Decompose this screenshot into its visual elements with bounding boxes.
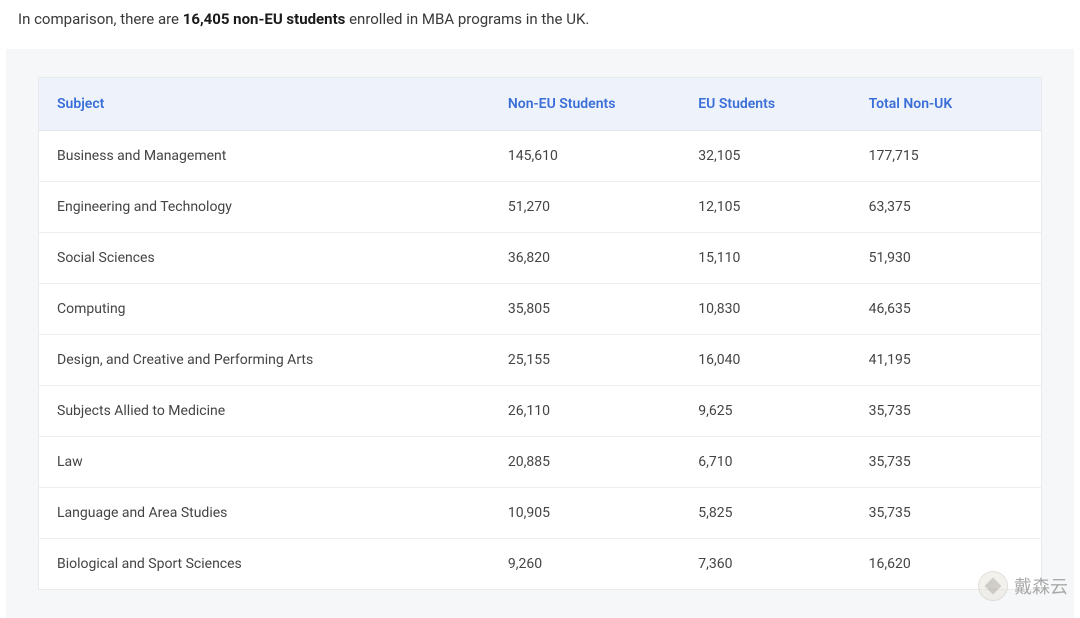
table-row: Subjects Allied to Medicine 26,110 9,625… — [39, 385, 1041, 436]
cell-total: 46,635 — [851, 283, 1041, 334]
students-table: Subject Non-EU Students EU Students Tota… — [39, 78, 1041, 589]
table-row: Law 20,885 6,710 35,735 — [39, 436, 1041, 487]
cell-eu: 12,105 — [680, 181, 850, 232]
table-wrapper: Subject Non-EU Students EU Students Tota… — [6, 49, 1074, 618]
cell-subject: Language and Area Studies — [39, 487, 490, 538]
col-header-noneu: Non-EU Students — [490, 78, 680, 131]
cell-eu: 5,825 — [680, 487, 850, 538]
table-card: Subject Non-EU Students EU Students Tota… — [38, 77, 1042, 590]
cell-total: 35,735 — [851, 436, 1041, 487]
intro-paragraph: In comparison, there are 16,405 non-EU s… — [0, 0, 1080, 49]
cell-total: 63,375 — [851, 181, 1041, 232]
cell-eu: 10,830 — [680, 283, 850, 334]
table-row: Engineering and Technology 51,270 12,105… — [39, 181, 1041, 232]
table-row: Language and Area Studies 10,905 5,825 3… — [39, 487, 1041, 538]
cell-noneu: 20,885 — [490, 436, 680, 487]
cell-noneu: 9,260 — [490, 538, 680, 589]
table-header-row: Subject Non-EU Students EU Students Tota… — [39, 78, 1041, 131]
cell-subject: Business and Management — [39, 130, 490, 181]
cell-noneu: 145,610 — [490, 130, 680, 181]
cell-subject: Biological and Sport Sciences — [39, 538, 490, 589]
cell-subject: Engineering and Technology — [39, 181, 490, 232]
cell-noneu: 35,805 — [490, 283, 680, 334]
cell-noneu: 25,155 — [490, 334, 680, 385]
cell-eu: 7,360 — [680, 538, 850, 589]
cell-noneu: 36,820 — [490, 232, 680, 283]
cell-eu: 15,110 — [680, 232, 850, 283]
col-header-total: Total Non-UK — [851, 78, 1041, 131]
table-row: Design, and Creative and Performing Arts… — [39, 334, 1041, 385]
cell-subject: Subjects Allied to Medicine — [39, 385, 490, 436]
cell-subject: Social Sciences — [39, 232, 490, 283]
cell-noneu: 10,905 — [490, 487, 680, 538]
cell-eu: 16,040 — [680, 334, 850, 385]
cell-total: 177,715 — [851, 130, 1041, 181]
cell-subject: Computing — [39, 283, 490, 334]
intro-suffix: enrolled in MBA programs in the UK. — [345, 10, 589, 28]
col-header-eu: EU Students — [680, 78, 850, 131]
cell-subject: Design, and Creative and Performing Arts — [39, 334, 490, 385]
table-row: Biological and Sport Sciences 9,260 7,36… — [39, 538, 1041, 589]
cell-total: 35,735 — [851, 385, 1041, 436]
cell-noneu: 51,270 — [490, 181, 680, 232]
cell-noneu: 26,110 — [490, 385, 680, 436]
table-row: Business and Management 145,610 32,105 1… — [39, 130, 1041, 181]
cell-eu: 9,625 — [680, 385, 850, 436]
table-body: Business and Management 145,610 32,105 1… — [39, 130, 1041, 589]
cell-eu: 32,105 — [680, 130, 850, 181]
intro-prefix: In comparison, there are — [18, 10, 183, 28]
cell-total: 41,195 — [851, 334, 1041, 385]
cell-subject: Law — [39, 436, 490, 487]
cell-total: 16,620 — [851, 538, 1041, 589]
cell-total: 51,930 — [851, 232, 1041, 283]
intro-bold: 16,405 non-EU students — [183, 10, 346, 28]
table-row: Social Sciences 36,820 15,110 51,930 — [39, 232, 1041, 283]
col-header-subject: Subject — [39, 78, 490, 131]
cell-eu: 6,710 — [680, 436, 850, 487]
cell-total: 35,735 — [851, 487, 1041, 538]
table-row: Computing 35,805 10,830 46,635 — [39, 283, 1041, 334]
